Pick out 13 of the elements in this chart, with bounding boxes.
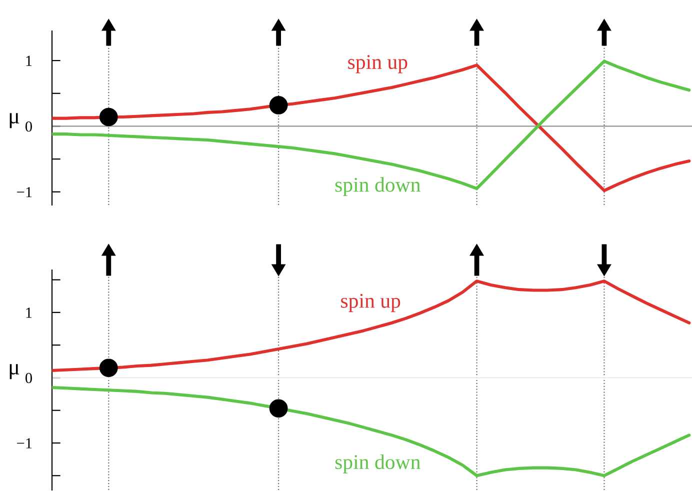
y-tick-label: 1 [26, 308, 32, 318]
y-tick-label: 0 [26, 121, 32, 132]
series-label: spin down [335, 454, 420, 474]
series-label: spin up [348, 55, 408, 74]
y-tick-label: −1 [17, 438, 32, 448]
y-tick-label: 0 [26, 372, 32, 384]
y-axis-title: μ [10, 364, 20, 380]
line-series [52, 386, 691, 478]
y-tick-label: −1 [17, 187, 32, 198]
y-axis-title: μ [10, 113, 20, 128]
series-label: spin down [335, 177, 420, 196]
y-tick-label: 1 [26, 56, 32, 66]
series-label: spin up [341, 294, 400, 312]
